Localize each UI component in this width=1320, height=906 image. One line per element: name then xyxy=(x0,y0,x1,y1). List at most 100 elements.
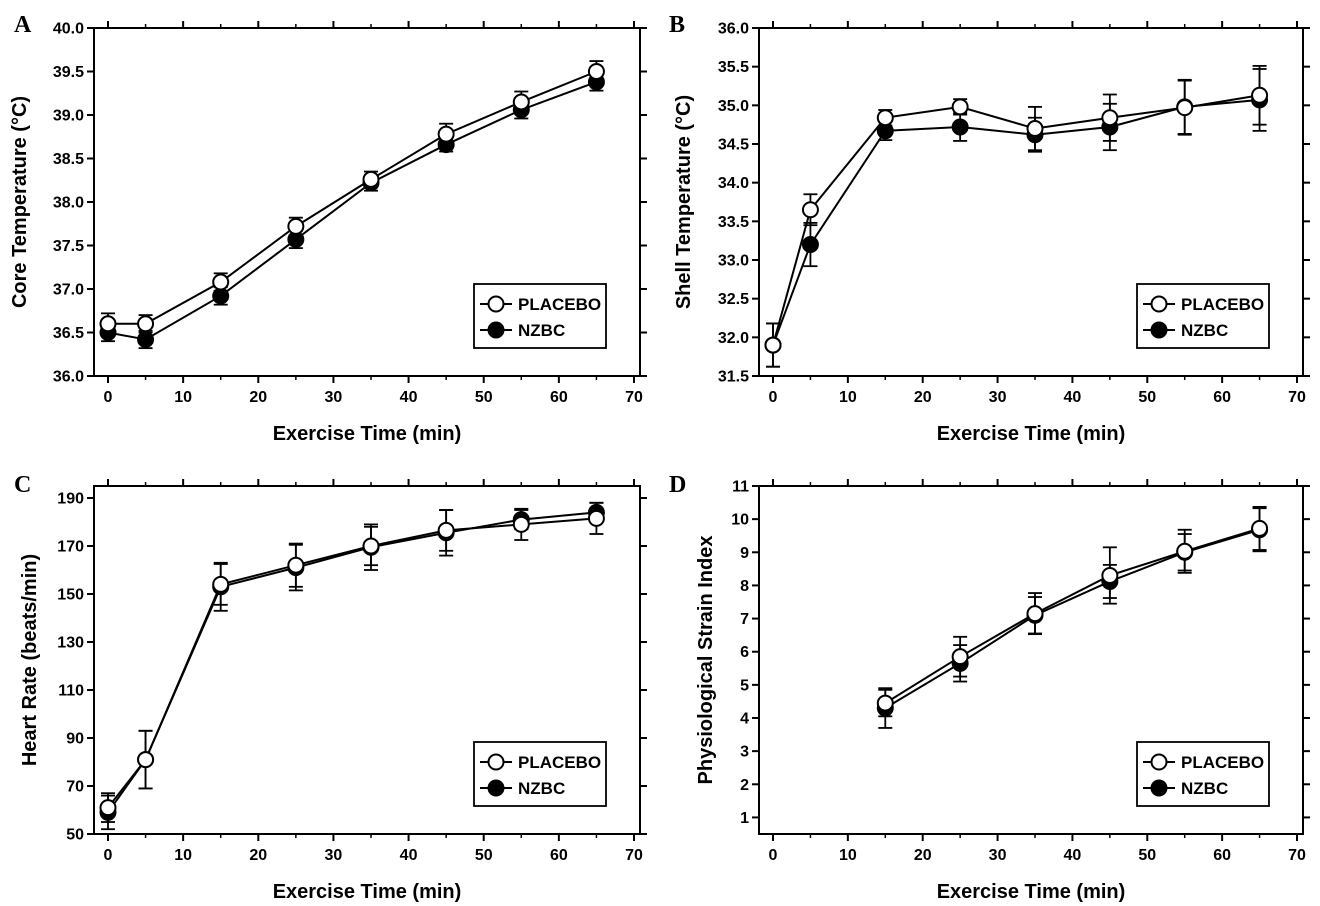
x-tick-label: 10 xyxy=(174,847,192,864)
x-tick-label: 40 xyxy=(400,389,418,406)
panel-b: B 0 10 20 30 40 50 60 70 31.5 32.0 32.5 33.0 33.5 34.0… xyxy=(669,12,1310,445)
y-tick-label: 170 xyxy=(57,539,84,556)
y-tick-label: 32.5 xyxy=(718,291,749,308)
x-tick-label: 30 xyxy=(989,847,1007,864)
y-tick-label: 36.0 xyxy=(53,369,84,386)
panel-a: A 0 10 20 30 40 50 60 70 36.0 36.5 37.0 37.5 38.0 38.5… xyxy=(9,12,647,445)
x-tick-label: 0 xyxy=(769,847,778,864)
y-tick-label: 39.5 xyxy=(53,64,84,81)
y-tick-label: 10 xyxy=(731,512,749,529)
filled-circle-marker xyxy=(137,330,155,348)
x-axis-title: Exercise Time (min) xyxy=(273,423,462,445)
legend-label: NZBC xyxy=(1181,321,1228,340)
x-axis-title: Exercise Time (min) xyxy=(937,423,1126,445)
open-circle-marker xyxy=(876,109,894,127)
x-tick-label: 0 xyxy=(104,847,113,864)
legend-label: PLACEBO xyxy=(518,295,601,314)
open-circle-marker xyxy=(137,751,155,769)
series-nzbc xyxy=(876,507,1269,729)
open-circle-marker xyxy=(1101,566,1119,584)
open-circle-marker xyxy=(951,98,969,116)
y-tick-label: 37.5 xyxy=(53,238,84,255)
legend-open-marker xyxy=(487,753,505,771)
open-circle-marker xyxy=(1251,86,1269,104)
y-tick-label: 34.5 xyxy=(718,137,749,154)
x-tick-label: 70 xyxy=(1288,847,1306,864)
x-tick-label: 50 xyxy=(475,847,493,864)
y-axis-title: Core Temperature (°C) xyxy=(9,96,31,308)
open-circle-marker xyxy=(1026,120,1044,138)
y-tick-label: 1 xyxy=(740,810,749,827)
legend-label: PLACEBO xyxy=(518,753,601,772)
open-circle-marker xyxy=(362,537,380,555)
y-tick-label: 32.0 xyxy=(718,330,749,347)
open-circle-marker xyxy=(1176,99,1194,117)
panel-d: D 0 10 20 30 40 50 60 70 1 2 3 4 5 6 7 8 9 10 11 Exercise Ti… xyxy=(669,472,1310,903)
y-tick-label: 110 xyxy=(58,683,84,700)
y-tick-label: 50 xyxy=(66,827,84,844)
open-circle-marker xyxy=(512,93,530,111)
x-tick-label: 50 xyxy=(1138,389,1156,406)
x-tick-label: 60 xyxy=(1213,389,1231,406)
y-tick-label: 150 xyxy=(57,587,84,604)
open-circle-marker xyxy=(801,201,819,219)
y-tick-label: 35.5 xyxy=(718,59,749,76)
x-tick-label: 20 xyxy=(249,389,267,406)
y-tick-label: 36.0 xyxy=(718,21,749,38)
series-placebo xyxy=(99,501,605,823)
legend-label: NZBC xyxy=(1181,779,1228,798)
open-circle-marker xyxy=(587,509,605,527)
y-tick-label: 3 xyxy=(740,744,749,761)
y-tick-label: 35.0 xyxy=(718,98,749,115)
y-tick-label: 11 xyxy=(732,479,749,496)
open-circle-marker xyxy=(512,515,530,533)
x-tick-label: 60 xyxy=(1213,847,1231,864)
x-tick-label: 50 xyxy=(1138,847,1156,864)
open-circle-marker xyxy=(362,170,380,188)
y-tick-label: 70 xyxy=(66,779,84,796)
x-tick-label: 40 xyxy=(1064,389,1082,406)
open-circle-marker xyxy=(287,556,305,574)
x-tick-label: 20 xyxy=(914,389,932,406)
open-circle-marker xyxy=(1026,605,1044,623)
legend-label: NZBC xyxy=(518,321,565,340)
y-tick-label: 37.0 xyxy=(53,282,84,299)
open-circle-marker xyxy=(764,336,782,354)
series-line xyxy=(107,517,597,809)
plot-frame xyxy=(93,485,641,835)
y-axis-title: Heart Rate (beats/min) xyxy=(19,554,41,766)
y-tick-label: 8 xyxy=(740,578,749,595)
series-placebo xyxy=(764,64,1269,368)
filled-circle-marker xyxy=(951,118,969,136)
y-tick-label: 190 xyxy=(57,491,84,508)
open-circle-marker xyxy=(437,521,455,539)
y-tick-label: 34.0 xyxy=(718,175,749,192)
open-circle-marker xyxy=(876,694,894,712)
series-line xyxy=(772,94,1260,346)
y-tick-label: 39.0 xyxy=(53,108,84,125)
open-circle-marker xyxy=(1251,519,1269,537)
y-tick-label: 38.0 xyxy=(53,195,84,212)
legend-filled-marker xyxy=(1150,321,1168,339)
legend-label: PLACEBO xyxy=(1181,295,1264,314)
legend-open-marker xyxy=(1150,295,1168,313)
series-line xyxy=(884,528,1260,709)
x-tick-label: 10 xyxy=(174,389,192,406)
y-tick-label: 33.0 xyxy=(718,253,749,270)
open-circle-marker xyxy=(951,648,969,666)
series-line xyxy=(107,81,597,341)
x-tick-label: 0 xyxy=(104,389,113,406)
x-tick-label: 30 xyxy=(989,389,1007,406)
legend: PLACEBO NZBC xyxy=(1136,283,1270,349)
legend-label: PLACEBO xyxy=(1181,753,1264,772)
x-tick-label: 30 xyxy=(325,847,343,864)
open-circle-marker xyxy=(99,799,117,817)
x-tick-label: 30 xyxy=(325,389,343,406)
filled-circle-marker xyxy=(801,236,819,254)
panel-letter: A xyxy=(14,12,32,38)
legend: PLACEBO NZBC xyxy=(1136,741,1270,807)
open-circle-marker xyxy=(1176,542,1194,560)
legend: PLACEBO NZBC xyxy=(473,283,607,349)
open-circle-marker xyxy=(212,575,230,593)
y-axis-title: Physiological Strain Index xyxy=(695,536,717,785)
